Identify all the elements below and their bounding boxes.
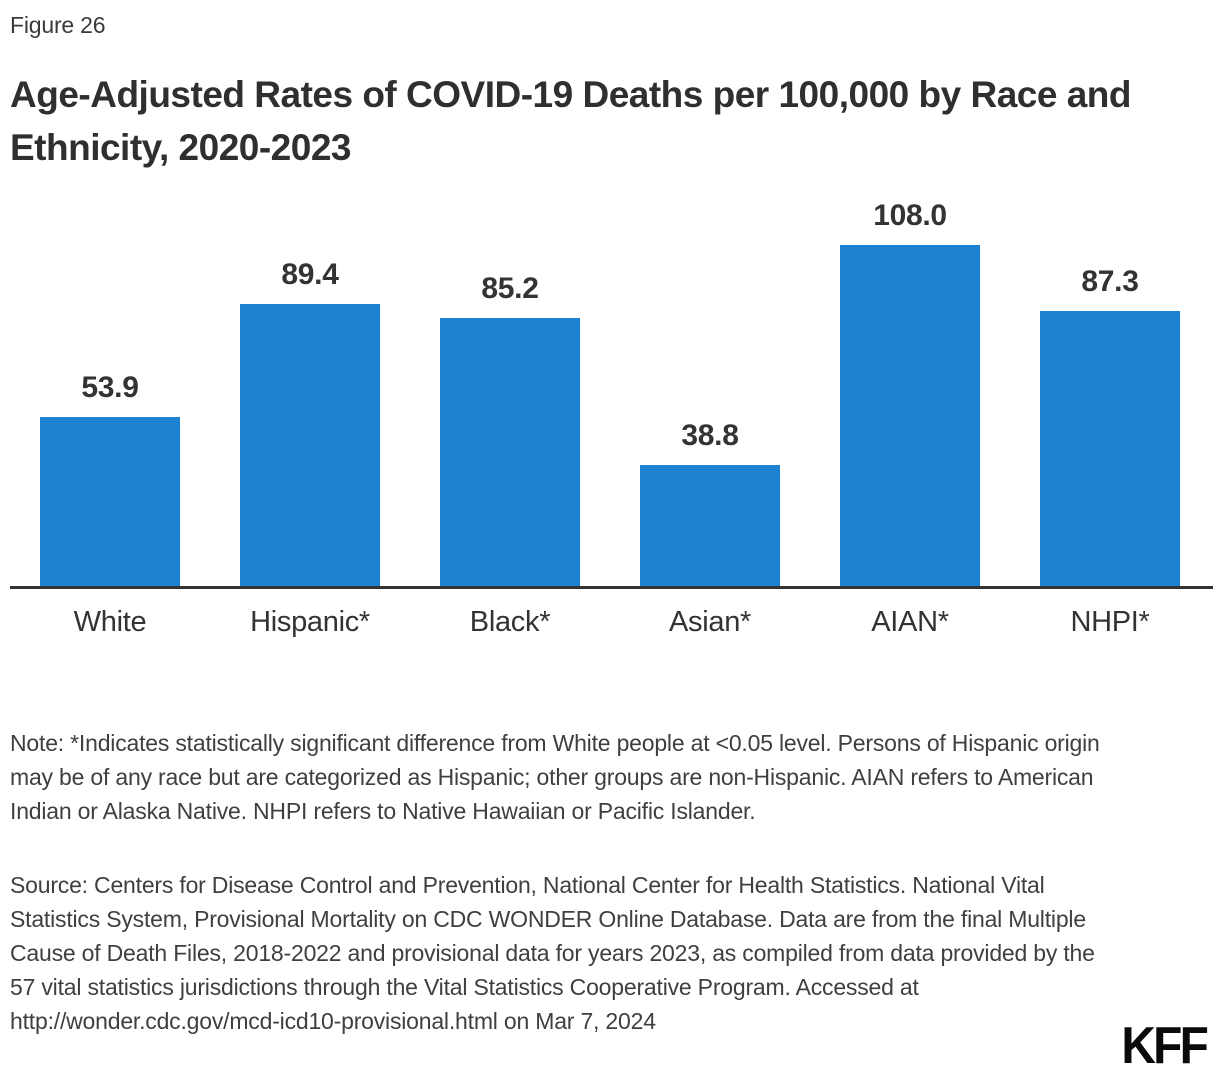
category-label: White [73, 606, 147, 638]
bar-group: 85.2 [410, 188, 610, 588]
bar-group: 38.8 [610, 188, 810, 588]
bar[interactable] [240, 304, 380, 588]
bar[interactable] [1040, 311, 1180, 588]
bar-group: 87.3 [1010, 188, 1210, 588]
category-axis: White Hispanic* Black* Asian* AIAN* NHPI* [10, 601, 1210, 639]
figure-number-label: Figure 26 [10, 12, 106, 38]
plot-area: 53.9 89.4 85.2 38.8 108.0 87.3 [10, 188, 1210, 588]
bar-value-label: 53.9 [81, 371, 139, 404]
chart-title: Age-Adjusted Rates of COVID-19 Deaths pe… [10, 74, 1131, 168]
bar-value-label: 85.2 [481, 272, 539, 305]
kff-logo: KFF [1121, 1017, 1208, 1075]
bar-value-label: 38.8 [681, 419, 739, 452]
bar[interactable] [840, 245, 980, 588]
bar[interactable] [640, 465, 780, 588]
bar-value-label: 108.0 [873, 199, 947, 232]
category-label: Asian* [668, 606, 752, 638]
bar-group: 89.4 [210, 188, 410, 588]
bar[interactable] [440, 318, 580, 588]
category-label: NHPI* [1070, 606, 1150, 638]
category-label: Hispanic* [250, 606, 370, 638]
note-text: Note: *Indicates statistically significa… [10, 730, 1100, 824]
bar-group: 108.0 [810, 188, 1010, 588]
bar[interactable] [40, 417, 180, 588]
source-text: Source: Centers for Disease Control and … [10, 872, 1095, 1034]
category-label: Black* [469, 606, 551, 638]
x-axis-line [10, 586, 1213, 589]
bar-group: 53.9 [10, 188, 210, 588]
bar-value-label: 87.3 [1081, 265, 1139, 298]
bar-value-label: 89.4 [281, 258, 339, 291]
category-label: AIAN* [871, 606, 949, 638]
